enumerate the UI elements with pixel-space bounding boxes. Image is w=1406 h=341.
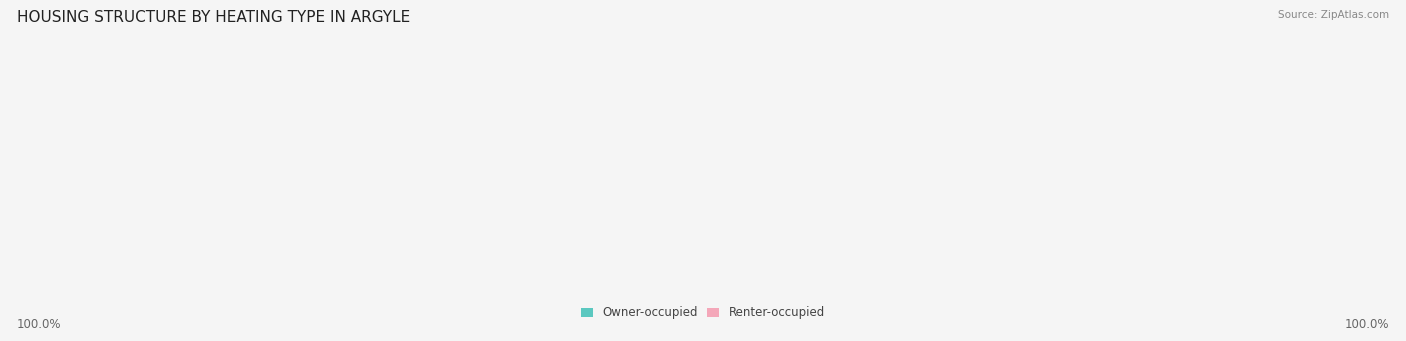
Text: 100.0%: 100.0% — [17, 318, 62, 331]
Legend: Owner-occupied, Renter-occupied: Owner-occupied, Renter-occupied — [581, 306, 825, 319]
Text: HOUSING STRUCTURE BY HEATING TYPE IN ARGYLE: HOUSING STRUCTURE BY HEATING TYPE IN ARG… — [17, 10, 411, 25]
Text: Source: ZipAtlas.com: Source: ZipAtlas.com — [1278, 10, 1389, 20]
Text: 100.0%: 100.0% — [1344, 318, 1389, 331]
